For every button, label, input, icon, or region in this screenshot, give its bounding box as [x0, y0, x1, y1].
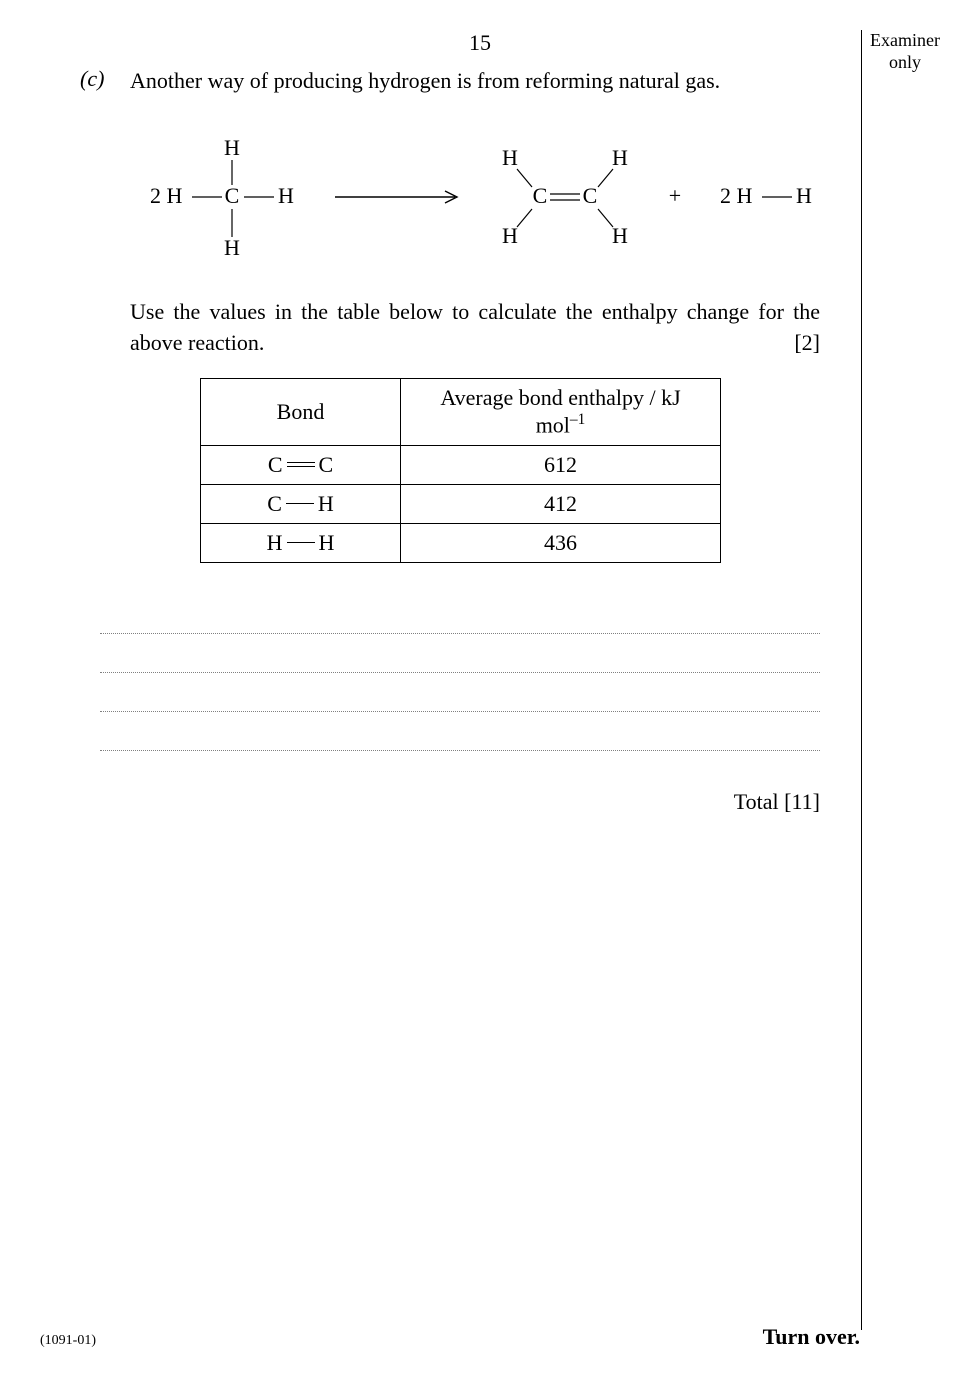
answer-lines — [100, 633, 820, 751]
ethene-h-br: H — [612, 223, 628, 248]
ethene-h-tl: H — [502, 145, 518, 170]
answer-line — [100, 750, 820, 751]
reactant-coef: 2 H — [150, 183, 183, 208]
bond-cell: H H — [201, 523, 401, 562]
examiner-line2: only — [870, 52, 940, 74]
instruction: Use the values in the table below to cal… — [130, 297, 820, 359]
instruction-text: Use the values in the table below to cal… — [130, 299, 820, 355]
ethene-h-tr: H — [612, 145, 628, 170]
table-row: C H 412 — [201, 484, 721, 523]
table-header-bond: Bond — [201, 379, 401, 445]
ethene-c1: C — [533, 183, 548, 208]
question-row: (c) Another way of producing hydrogen is… — [80, 66, 820, 97]
table-header-row: Bond Average bond enthalpy / kJ mol–1 — [201, 379, 721, 445]
footer: (1091-01) Turn over. — [40, 1324, 860, 1350]
value-cell: 436 — [401, 523, 721, 562]
methane-h-bottom: H — [224, 235, 240, 260]
methane-h-top: H — [224, 135, 240, 160]
table-row: C C 612 — [201, 445, 721, 484]
table-row: H H 436 — [201, 523, 721, 562]
table-header-enthalpy: Average bond enthalpy / kJ mol–1 — [401, 379, 721, 445]
examiner-line1: Examiner — [870, 30, 940, 52]
single-bond-icon — [287, 542, 315, 543]
instruction-marks: [2] — [794, 328, 820, 359]
page-number: 15 — [60, 30, 900, 56]
product2-coef: 2 H — [720, 183, 753, 208]
methane-c: C — [225, 183, 240, 208]
ethene-h-bl: H — [502, 223, 518, 248]
equation: 2 H C H H H — [110, 127, 820, 267]
examiner-column: Examiner only — [861, 30, 940, 1330]
answer-line — [100, 633, 820, 634]
single-bond-icon — [286, 503, 314, 504]
question-text: Another way of producing hydrogen is fro… — [130, 66, 820, 97]
turn-over: Turn over. — [763, 1324, 860, 1350]
answer-line — [100, 711, 820, 712]
plus: + — [669, 183, 681, 208]
total-marks: Total [11] — [80, 789, 820, 815]
paper-code: (1091-01) — [40, 1333, 96, 1349]
product2-atom: H — [796, 183, 812, 208]
question-label: (c) — [80, 66, 130, 97]
content-area: (c) Another way of producing hydrogen is… — [80, 66, 820, 815]
equation-svg: 2 H C H H H — [110, 127, 850, 267]
bond-cell: C H — [201, 484, 401, 523]
bond-cell: C C — [201, 445, 401, 484]
ethene-c2: C — [583, 183, 598, 208]
value-cell: 412 — [401, 484, 721, 523]
bond-table: Bond Average bond enthalpy / kJ mol–1 C … — [200, 378, 721, 562]
answer-line — [100, 672, 820, 673]
value-cell: 612 — [401, 445, 721, 484]
exam-page: 15 Examiner only (c) Another way of prod… — [0, 0, 960, 1376]
bond-table-wrap: Bond Average bond enthalpy / kJ mol–1 C … — [200, 378, 820, 562]
methane-h-right: H — [278, 183, 294, 208]
double-bond-icon — [287, 462, 315, 467]
